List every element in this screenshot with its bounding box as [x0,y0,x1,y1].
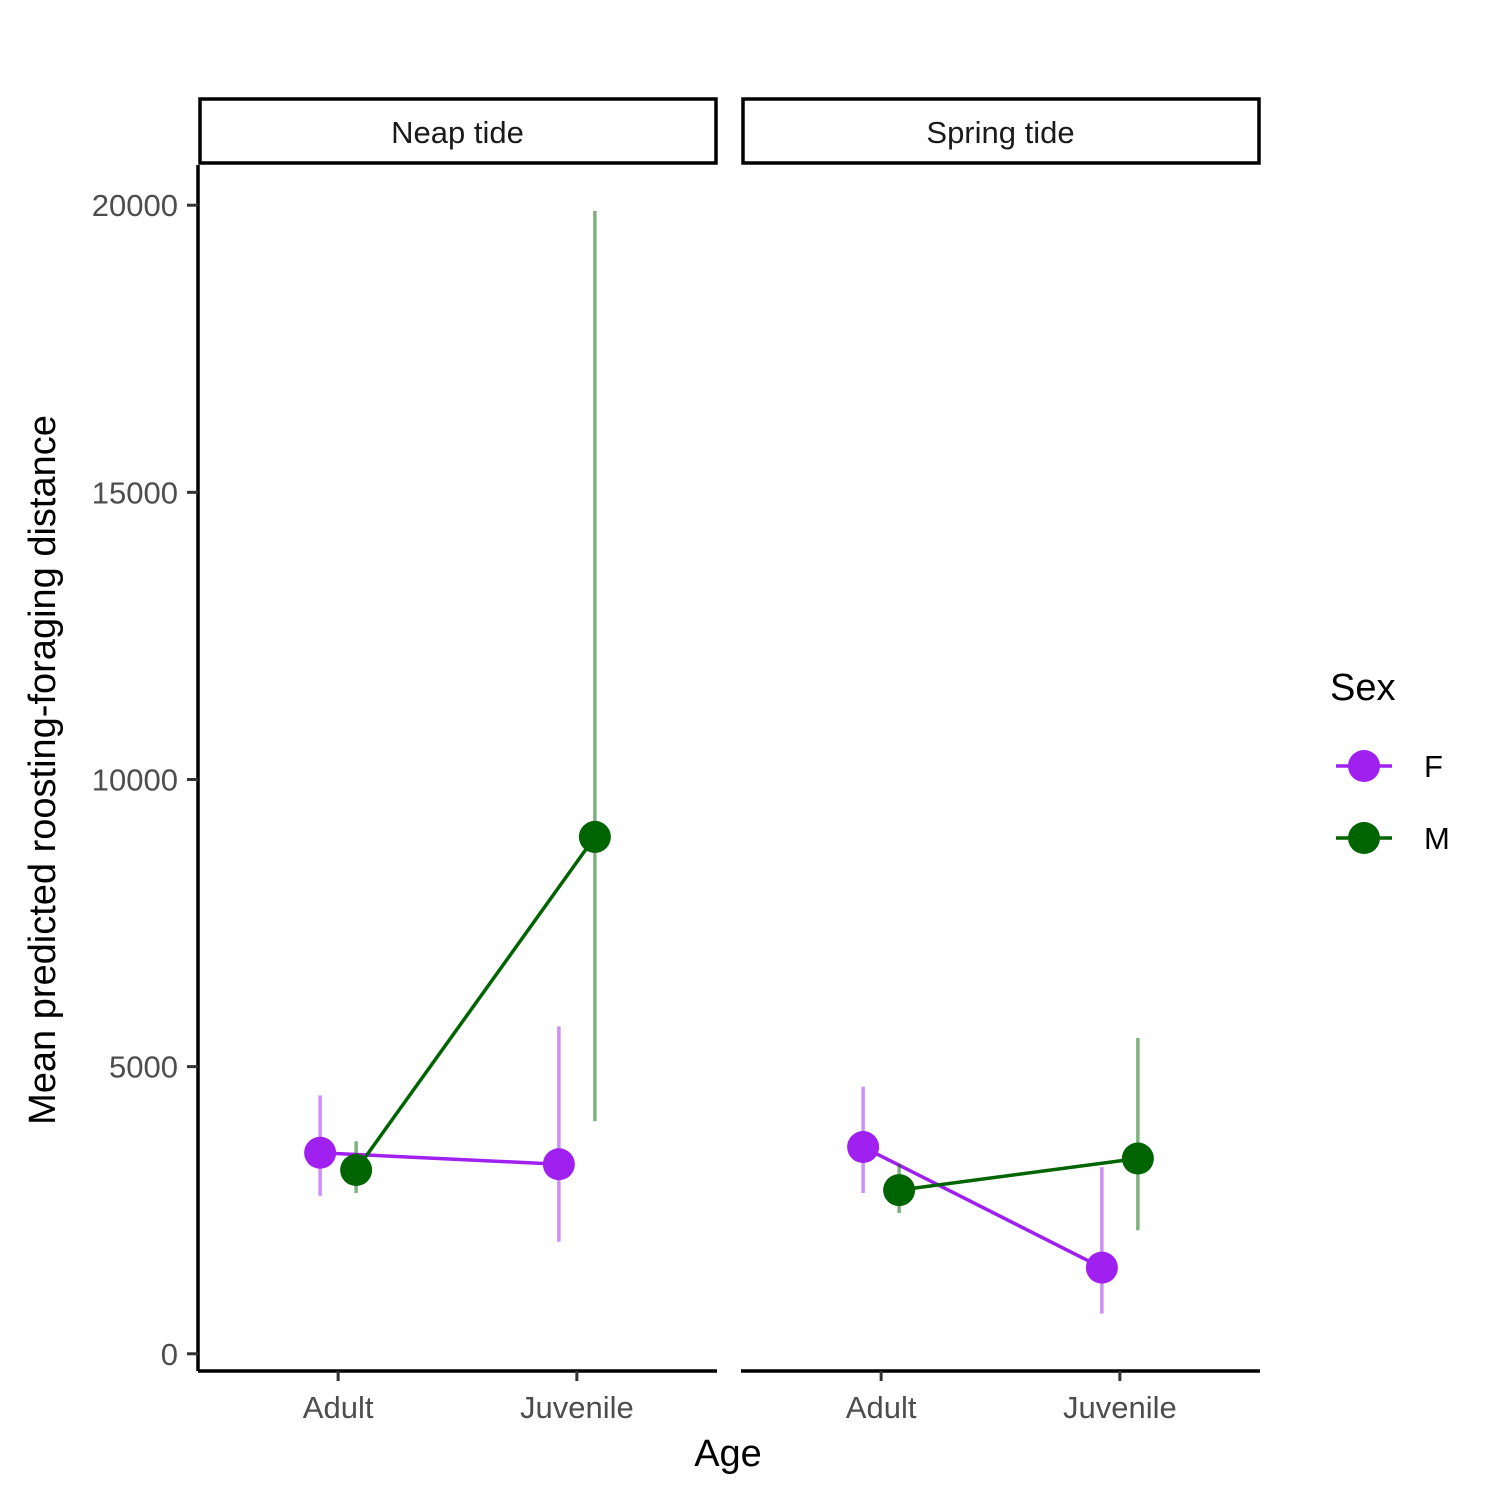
x-tick-label: Juvenile [520,1390,634,1425]
data-point [1121,1142,1154,1175]
data-point [578,820,611,853]
legend-key-point [1348,750,1380,782]
y-axis-title: Mean predicted roosting-foraging distanc… [22,415,64,1125]
chart-panels: Neap tide Adult Juvenile Spring tide Adult Ju… [198,97,1261,1425]
data-point [542,1148,575,1181]
series-line [862,1145,1103,1270]
x-tick-label: Adult [303,1390,374,1425]
panel-neap-tide: Neap tide Adult Juvenile [198,97,718,1425]
legend-key-point [1348,822,1380,854]
legend-entry-M: M [1336,821,1450,856]
series-M [883,1037,1154,1231]
legend-entry-F: F [1336,749,1443,784]
data-point [1085,1251,1118,1284]
series-F [304,1026,575,1242]
data-point [304,1136,337,1169]
y-axis: 0 5000 10000 15000 20000 [92,165,200,1372]
y-tick-label: 10000 [92,762,178,797]
series-M [340,210,611,1193]
data-point [847,1131,880,1164]
series-line [898,1156,1139,1192]
data-point [340,1154,373,1186]
x-axis-title: Age [694,1433,762,1475]
data-point [883,1174,916,1207]
y-tick-label: 5000 [109,1050,178,1085]
legend: Sex F M [1330,667,1450,856]
legend-title: Sex [1330,667,1395,709]
legend-label: F [1424,749,1443,784]
y-tick-label: 0 [161,1337,178,1372]
y-tick-label: 15000 [92,475,178,510]
series-F [847,1086,1118,1314]
legend-label: M [1424,821,1450,856]
facet-strip-label: Neap tide [391,115,524,150]
x-tick-label: Juvenile [1063,1390,1177,1425]
y-tick-label: 20000 [92,188,178,223]
x-tick-label: Adult [846,1390,917,1425]
facet-strip-label: Spring tide [926,115,1074,150]
panel-spring-tide: Spring tide Adult Juvenile [741,97,1261,1425]
series-line [354,835,597,1172]
facet-strip [741,97,1261,165]
facet-strip [198,97,718,165]
